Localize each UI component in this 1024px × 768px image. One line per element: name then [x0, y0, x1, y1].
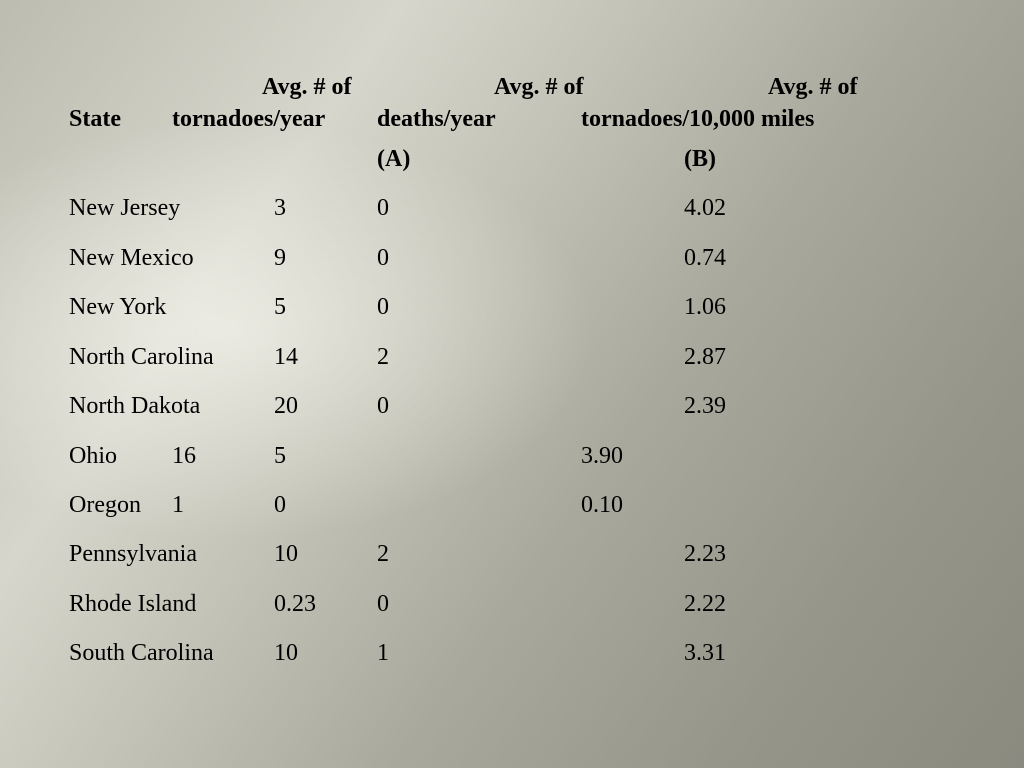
- row-per-miles: 1.06: [684, 294, 726, 320]
- row-tornadoes: 10: [274, 541, 298, 567]
- row-state: North Carolina: [69, 344, 214, 370]
- row-tornadoes: 20: [274, 393, 298, 419]
- header-avg-per-miles-line1: Avg. # of: [768, 74, 858, 100]
- row-state: Rhode Island: [69, 591, 197, 617]
- row-state: Ohio: [69, 443, 117, 469]
- row-deaths: 0: [274, 492, 286, 518]
- row-deaths: 2: [377, 344, 389, 370]
- row-deaths: 0: [377, 245, 389, 271]
- row-tornadoes: 14: [274, 344, 298, 370]
- row-tornadoes: 16: [172, 443, 196, 469]
- row-tornadoes: 1: [172, 492, 184, 518]
- row-per-miles: 2.23: [684, 541, 726, 567]
- row-per-miles: 0.10: [581, 492, 623, 518]
- header-marker-a: (A): [377, 146, 411, 172]
- row-per-miles: 4.02: [684, 195, 726, 221]
- header-tornadoes-per-10000-miles: tornadoes/10,000 miles: [581, 106, 815, 132]
- row-per-miles: 3.31: [684, 640, 726, 666]
- row-state: New Mexico: [69, 245, 194, 271]
- row-deaths: 0: [377, 195, 389, 221]
- row-tornadoes: 3: [274, 195, 286, 221]
- header-tornadoes-per-year: tornadoes/year: [172, 106, 326, 132]
- row-deaths: 0: [377, 294, 389, 320]
- header-avg-tornadoes-line1: Avg. # of: [262, 74, 352, 100]
- row-tornadoes: 5: [274, 294, 286, 320]
- row-state: New York: [69, 294, 167, 320]
- row-deaths: 5: [274, 443, 286, 469]
- header-marker-b: (B): [684, 146, 716, 172]
- header-avg-deaths-line1: Avg. # of: [494, 74, 584, 100]
- row-deaths: 2: [377, 541, 389, 567]
- row-per-miles: 0.74: [684, 245, 726, 271]
- header-state: State: [69, 106, 121, 132]
- row-state: Pennsylvania: [69, 541, 197, 567]
- row-per-miles: 2.87: [684, 344, 726, 370]
- row-deaths: 1: [377, 640, 389, 666]
- row-state: New Jersey: [69, 195, 181, 221]
- row-tornadoes: 9: [274, 245, 286, 271]
- row-tornadoes: 0.23: [274, 591, 316, 617]
- row-tornadoes: 10: [274, 640, 298, 666]
- row-per-miles: 3.90: [581, 443, 623, 469]
- row-state: Oregon: [69, 492, 141, 518]
- row-state: North Dakota: [69, 393, 201, 419]
- row-deaths: 0: [377, 591, 389, 617]
- row-deaths: 0: [377, 393, 389, 419]
- row-state: South Carolina: [69, 640, 214, 666]
- row-per-miles: 2.39: [684, 393, 726, 419]
- row-per-miles: 2.22: [684, 591, 726, 617]
- header-deaths-per-year: deaths/year: [377, 106, 496, 132]
